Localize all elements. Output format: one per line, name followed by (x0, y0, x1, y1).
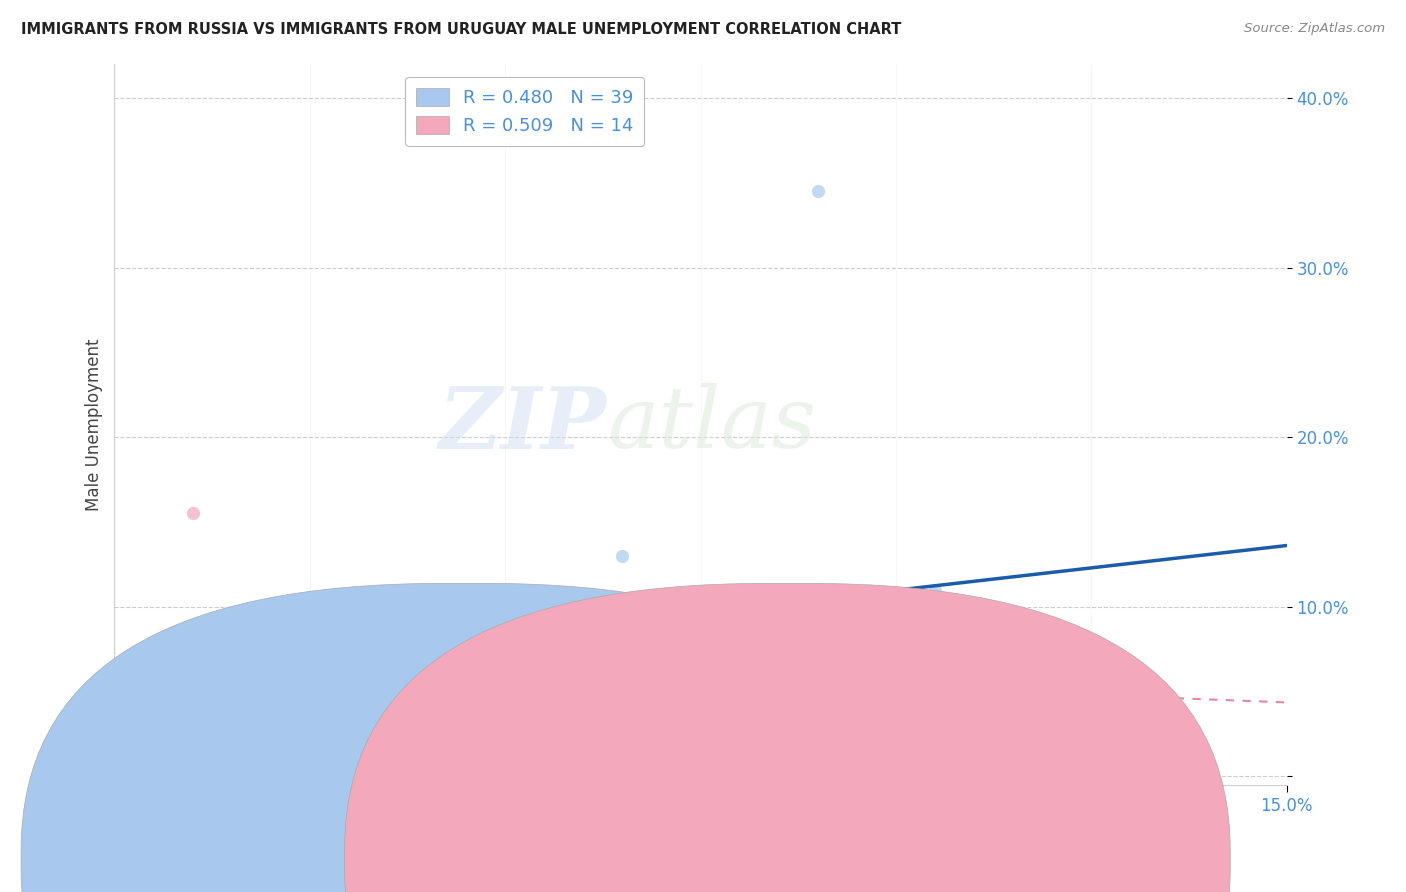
Point (150, 667, 173, 681)
Point (243, 637, 266, 651)
Point (142, 659, 165, 673)
Text: atlas: atlas (607, 383, 815, 466)
Point (190, 659, 212, 673)
Point (157, 671, 180, 685)
Point (212, 647, 235, 661)
Point (298, 676, 321, 690)
Point (1119, 667, 1142, 681)
Point (127, 671, 149, 685)
Point (924, 582, 946, 597)
Point (135, 681, 157, 695)
Point (384, 667, 406, 681)
Point (181, 650, 204, 665)
Point (432, 667, 454, 681)
Point (236, 659, 259, 673)
Point (728, 625, 751, 640)
Point (150, 667, 173, 681)
Point (127, 676, 149, 690)
Point (142, 671, 165, 685)
Point (768, 650, 790, 665)
Point (260, 667, 283, 681)
Point (228, 630, 250, 644)
Point (228, 642, 250, 657)
Point (401, 667, 423, 681)
Point (166, 664, 188, 678)
Point (181, 507, 204, 521)
Point (221, 630, 243, 644)
Point (157, 654, 180, 668)
Point (650, 608, 672, 623)
Point (353, 625, 375, 640)
Text: Immigrants from Uruguay: Immigrants from Uruguay (745, 851, 942, 865)
Y-axis label: Male Unemployment: Male Unemployment (86, 338, 103, 510)
Point (314, 676, 336, 690)
Point (135, 676, 157, 690)
Point (236, 659, 259, 673)
Point (197, 642, 219, 657)
Point (337, 642, 360, 657)
Point (807, 184, 830, 198)
Point (572, 667, 595, 681)
Legend: R = 0.480   N = 39, R = 0.509   N = 14: R = 0.480 N = 39, R = 0.509 N = 14 (405, 77, 644, 146)
Point (111, 664, 134, 678)
Point (298, 727, 321, 741)
Point (276, 667, 298, 681)
Point (166, 647, 188, 661)
Point (612, 549, 634, 563)
Point (494, 650, 516, 665)
Point (118, 671, 141, 685)
Point (205, 654, 228, 668)
Point (533, 667, 555, 681)
Point (416, 667, 439, 681)
Text: Immigrants from Russia: Immigrants from Russia (443, 851, 626, 865)
Point (173, 659, 195, 673)
Point (221, 654, 243, 668)
Point (173, 676, 195, 690)
Text: Source: ZipAtlas.com: Source: ZipAtlas.com (1244, 22, 1385, 36)
Point (111, 664, 134, 678)
Point (377, 654, 399, 668)
Point (1040, 633, 1063, 648)
Text: ZIP: ZIP (439, 383, 607, 467)
Text: IMMIGRANTS FROM RUSSIA VS IMMIGRANTS FROM URUGUAY MALE UNEMPLOYMENT CORRELATION : IMMIGRANTS FROM RUSSIA VS IMMIGRANTS FRO… (21, 22, 901, 37)
